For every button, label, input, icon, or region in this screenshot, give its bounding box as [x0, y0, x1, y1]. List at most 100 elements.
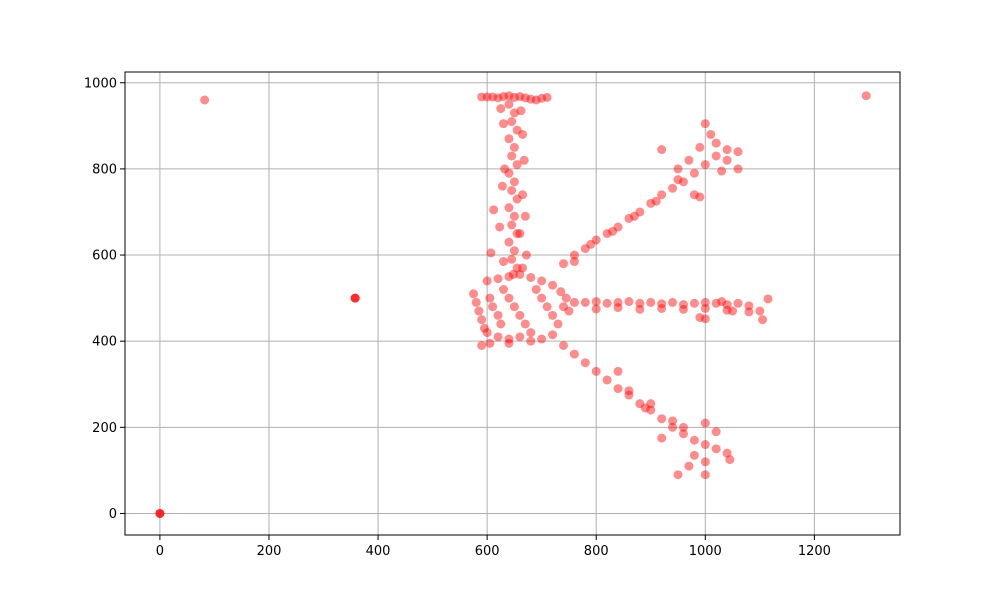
scatter-point [689, 190, 699, 200]
scatter-point [482, 276, 492, 286]
scatter-point [722, 448, 732, 458]
scatter-point [499, 257, 509, 267]
scatter-point [580, 244, 590, 254]
scatter-point [504, 338, 514, 348]
scatter-point [471, 297, 481, 307]
scatter-point [646, 405, 656, 415]
y-tick-label: 0 [109, 507, 117, 522]
scatter-point [613, 303, 623, 313]
scatter-point [657, 414, 667, 424]
scatter-point [515, 92, 525, 102]
scatter-point [526, 94, 536, 104]
scatter-point [591, 235, 601, 245]
scatter-point [486, 248, 496, 258]
scatter-point [504, 272, 514, 282]
scatter-point [499, 92, 509, 102]
scatter-point [469, 289, 479, 299]
scatter-point [711, 298, 721, 308]
scatter-point [488, 92, 498, 102]
scatter-points [155, 91, 871, 518]
scatter-point [569, 349, 579, 359]
scatter-point [155, 508, 165, 518]
scatter-point [744, 301, 754, 311]
plot-area-frame [124, 71, 901, 536]
scatter-point [512, 125, 522, 135]
scatter-point [700, 457, 710, 467]
scatter-point [515, 269, 525, 279]
scatter-point [657, 190, 667, 200]
scatter-point [507, 151, 517, 161]
scatter-point [493, 274, 503, 284]
scatter-point [504, 134, 514, 144]
scatter-point [520, 319, 530, 329]
scatter-point [725, 455, 735, 465]
scatter-point [602, 298, 612, 308]
scatter-point [488, 302, 498, 312]
scatter-point [640, 403, 650, 413]
scatter-point [515, 310, 525, 320]
scatter-point [624, 390, 634, 400]
y-tick-label: 800 [92, 162, 117, 177]
scatter-point [500, 164, 510, 174]
scatter-point [509, 177, 519, 187]
grid-lines [125, 72, 900, 535]
x-tick-label: 0 [156, 544, 164, 559]
scatter-point [497, 181, 507, 191]
scatter-point [733, 147, 743, 157]
scatter-point [531, 285, 541, 295]
scatter-point [646, 198, 656, 208]
scatter-point [646, 399, 656, 409]
scatter-point [602, 375, 612, 385]
x-tick-label: 200 [257, 544, 282, 559]
scatter-point [668, 183, 678, 193]
scatter-point [485, 293, 495, 303]
scatter-point [477, 92, 487, 102]
y-tick-label: 200 [92, 421, 117, 436]
scatter-point [515, 332, 525, 342]
scatter-point [507, 220, 517, 230]
scatter-point [518, 129, 528, 139]
x-tick-label: 800 [584, 544, 609, 559]
scatter-point [548, 310, 558, 320]
scatter-point [489, 205, 499, 215]
scatter-point [558, 302, 568, 312]
scatter-point [700, 160, 710, 170]
scatter-point [717, 297, 727, 307]
scatter-point [509, 211, 519, 221]
scatter-point [722, 300, 732, 310]
scatter-point [700, 470, 710, 480]
scatter-point [526, 328, 536, 338]
scatter-point [493, 332, 503, 342]
scatter-point [755, 306, 765, 316]
scatter-point [509, 246, 519, 256]
scatter-point [695, 192, 705, 202]
scatter-point [548, 330, 558, 340]
scatter-point [499, 285, 509, 295]
scatter-point [744, 307, 754, 317]
scatter-point [608, 226, 618, 236]
scatter-point [591, 366, 601, 376]
scatter-point [496, 319, 506, 329]
scatter-point [624, 213, 634, 223]
scatter-point [493, 93, 503, 103]
scatter-point [518, 263, 528, 273]
scatter-point [493, 310, 503, 320]
scatter-point [509, 108, 519, 118]
scatter-point [504, 334, 514, 344]
scatter-point [657, 145, 667, 155]
scatter-point [657, 433, 667, 443]
scatter-point [635, 207, 645, 217]
scatter-point [504, 168, 514, 178]
scatter-point [695, 142, 705, 152]
scatter-point [678, 177, 688, 187]
scatter-point [711, 444, 721, 454]
scatter-point [520, 211, 530, 221]
scatter-point [564, 306, 574, 316]
scatter-point [613, 222, 623, 232]
scatter-point [155, 508, 165, 518]
scatter-point [537, 276, 547, 286]
scatter-point [509, 302, 519, 312]
scatter-point [689, 298, 699, 308]
scatter-point [700, 297, 710, 307]
scatter-point [613, 366, 623, 376]
